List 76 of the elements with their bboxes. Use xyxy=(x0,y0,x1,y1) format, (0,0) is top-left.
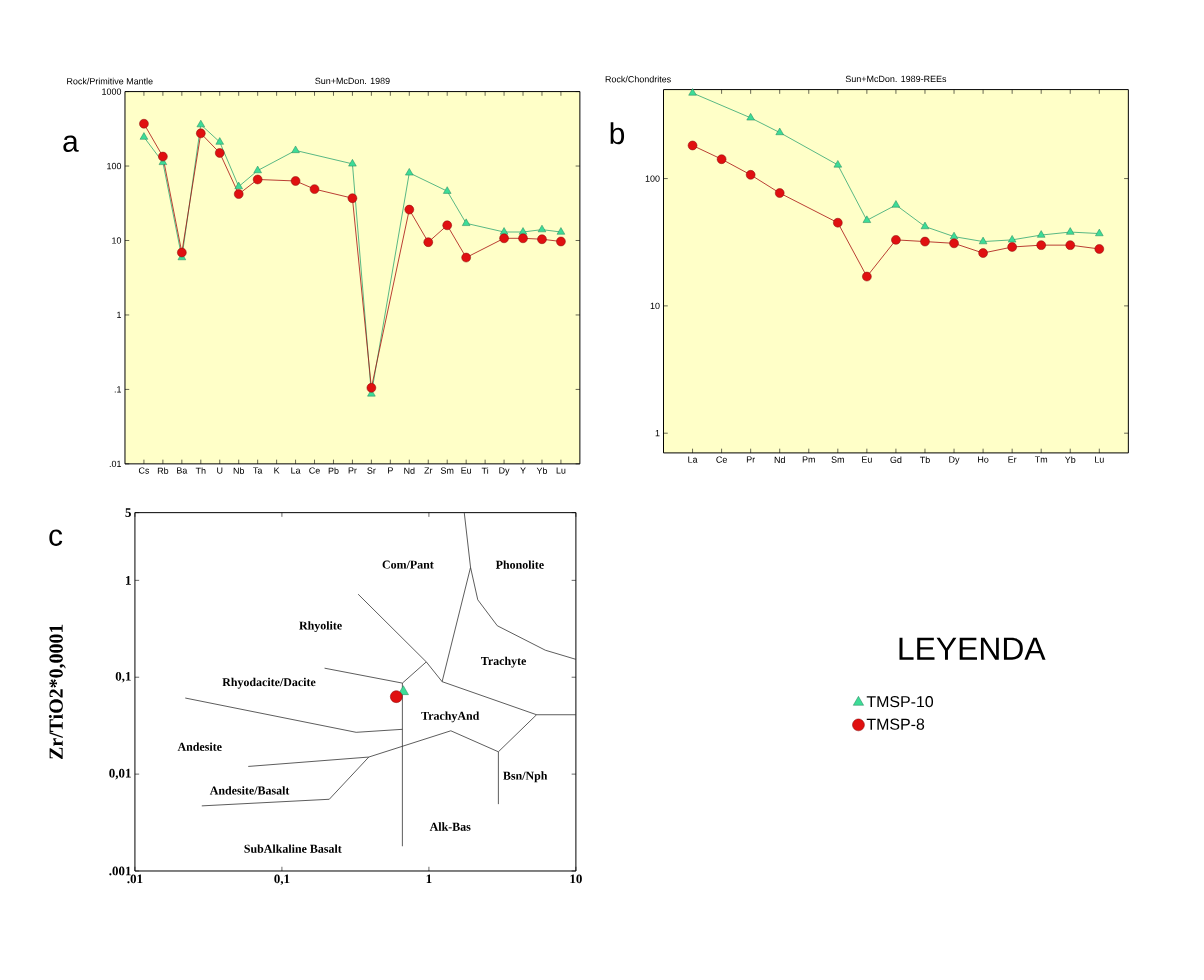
x-tick-label: Lu xyxy=(1095,456,1104,463)
y-tick-label: 0,1 xyxy=(115,671,131,683)
y-axis-title: Zr/TiO2*0,0001 xyxy=(48,624,66,759)
x-tick-label: P xyxy=(388,467,393,474)
y-tick-label: .1 xyxy=(114,386,122,393)
x-tick-label: Zr xyxy=(424,467,433,474)
x-tick-label: 10 xyxy=(570,874,582,883)
x-tick-label: Eu xyxy=(862,456,872,463)
x-tick-label: Lu xyxy=(556,467,566,474)
x-tick-label: La xyxy=(291,467,301,474)
y-tick-label: 100 xyxy=(645,175,660,182)
annotation: Rhyodacite/Dacite xyxy=(222,677,316,689)
y-tick-label: 10 xyxy=(112,237,122,244)
x-tick-label: Ce xyxy=(309,467,320,474)
y-tick-label: 0,01 xyxy=(109,768,131,780)
y-tick-label: 100 xyxy=(107,162,122,169)
x-tick-label: K xyxy=(274,467,280,474)
x-tick-label: Sm xyxy=(440,467,454,474)
annotation: Phonolite xyxy=(495,560,544,569)
y-tick-label: 1 xyxy=(117,311,122,318)
annotation: Andesite xyxy=(177,742,222,751)
annotation: Alk-Bas xyxy=(429,822,471,831)
x-tick-label: Yb xyxy=(1064,456,1076,463)
x-tick-label: Tm xyxy=(1034,456,1048,463)
x-tick-label: Tb xyxy=(919,456,930,463)
x-tick-label: 1 xyxy=(426,874,432,883)
x-tick-label: Th xyxy=(195,467,206,474)
x-tick-label: Dy xyxy=(499,467,510,476)
legend-label: TMSP-8 xyxy=(866,718,925,730)
y-tick-label: 1 xyxy=(125,575,131,585)
x-tick-label: Ti xyxy=(481,467,489,474)
text: a xyxy=(63,135,79,152)
x-tick-label: Rb xyxy=(157,467,169,474)
y-axis-title: Rock/Primitive Mantle xyxy=(67,77,153,85)
x-tick-label: 0,1 xyxy=(274,874,290,885)
x-tick-label: Eu xyxy=(461,467,472,474)
x-tick-label: Sr xyxy=(367,467,376,474)
annotation: TrachyAnd xyxy=(421,711,480,723)
x-tick-label: Nd xyxy=(774,456,785,463)
annotation: Bsn/Nph xyxy=(503,771,548,782)
x-tick-label: Ta xyxy=(253,467,263,474)
x-tick-label: Pm xyxy=(802,456,815,463)
legend-label: TMSP-10 xyxy=(866,695,934,708)
x-tick-label: Y xyxy=(520,467,526,474)
x-tick-label: Pr xyxy=(348,467,357,474)
text: c xyxy=(49,529,63,546)
x-tick-label: Nd xyxy=(404,467,415,474)
x-tick-label: Ho xyxy=(978,456,989,463)
x-tick-label: Ce xyxy=(716,456,727,463)
x-tick-label: Dy xyxy=(949,456,960,465)
y-tick-label: 1000 xyxy=(102,88,122,95)
x-tick-label: Nb xyxy=(233,467,245,474)
legend-title: LEYENDA xyxy=(899,637,1046,660)
x-tick-label: La xyxy=(688,456,698,463)
x-tick-label: Gd xyxy=(890,456,902,463)
annotation: Rhyolite xyxy=(299,620,342,632)
x-tick-label: Er xyxy=(1008,456,1017,463)
x-tick-label: Sm xyxy=(831,456,844,463)
annotation: Andesite/Basalt xyxy=(209,785,290,795)
x-tick-label: Yb xyxy=(536,467,548,474)
y-tick-label: 10 xyxy=(650,302,660,309)
x-tick-label: Ba xyxy=(177,467,188,474)
y-axis-title: Rock/Chondrites xyxy=(605,75,671,83)
annotation: Trachyte xyxy=(480,656,527,668)
x-tick-label: Cs xyxy=(138,467,150,474)
chart-title: Sun+McDon. 1989 xyxy=(315,77,390,84)
y-tick-label: 5 xyxy=(125,508,131,517)
x-tick-label: Pb xyxy=(328,467,339,474)
x-tick-label: U xyxy=(217,467,223,474)
annotation: SubAlkaline Basalt xyxy=(244,844,342,853)
y-tick-label: .001 xyxy=(109,866,131,876)
x-tick-label: Pr xyxy=(746,456,755,463)
text: b xyxy=(610,121,625,144)
y-tick-label: 1 xyxy=(655,429,660,437)
annotation: Com/Pant xyxy=(382,560,434,569)
chart-title: Sun+McDon. 1989-REEs xyxy=(845,75,947,82)
